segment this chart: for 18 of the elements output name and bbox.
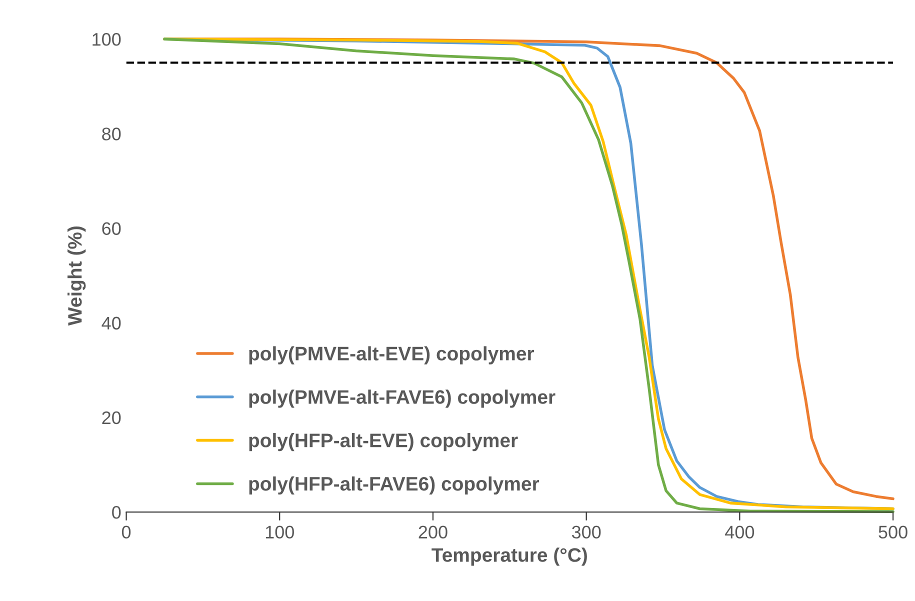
y-axis-title: Weight (%) — [68, 226, 86, 326]
x-axis-title: Temperature (°C) — [432, 548, 587, 566]
x-tick-label: 400 — [725, 526, 754, 539]
x-tick-label: 300 — [572, 526, 601, 539]
legend-label: poly(PMVE-alt-EVE) copolymer — [249, 346, 534, 364]
y-tick-label: 0 — [112, 506, 121, 519]
legend-label: poly(PMVE-alt-FAVE6) copolymer — [249, 390, 556, 408]
x-tick-label: 500 — [878, 526, 908, 539]
x-tick-label: 200 — [418, 526, 448, 539]
legend-label: poly(HFP-alt-EVE) copolymer — [249, 433, 518, 452]
y-tick-label: 80 — [102, 128, 121, 140]
y-tick-label: 60 — [102, 222, 121, 235]
y-tick-label: 20 — [102, 411, 121, 424]
x-tick-label: 0 — [122, 526, 131, 539]
y-tick-label: 100 — [92, 33, 121, 46]
y-tick-label: 40 — [102, 316, 121, 330]
legend-label: poly(HFP-alt-FAVE6) copolymer — [249, 476, 540, 495]
x-tick-label: 100 — [266, 526, 294, 539]
